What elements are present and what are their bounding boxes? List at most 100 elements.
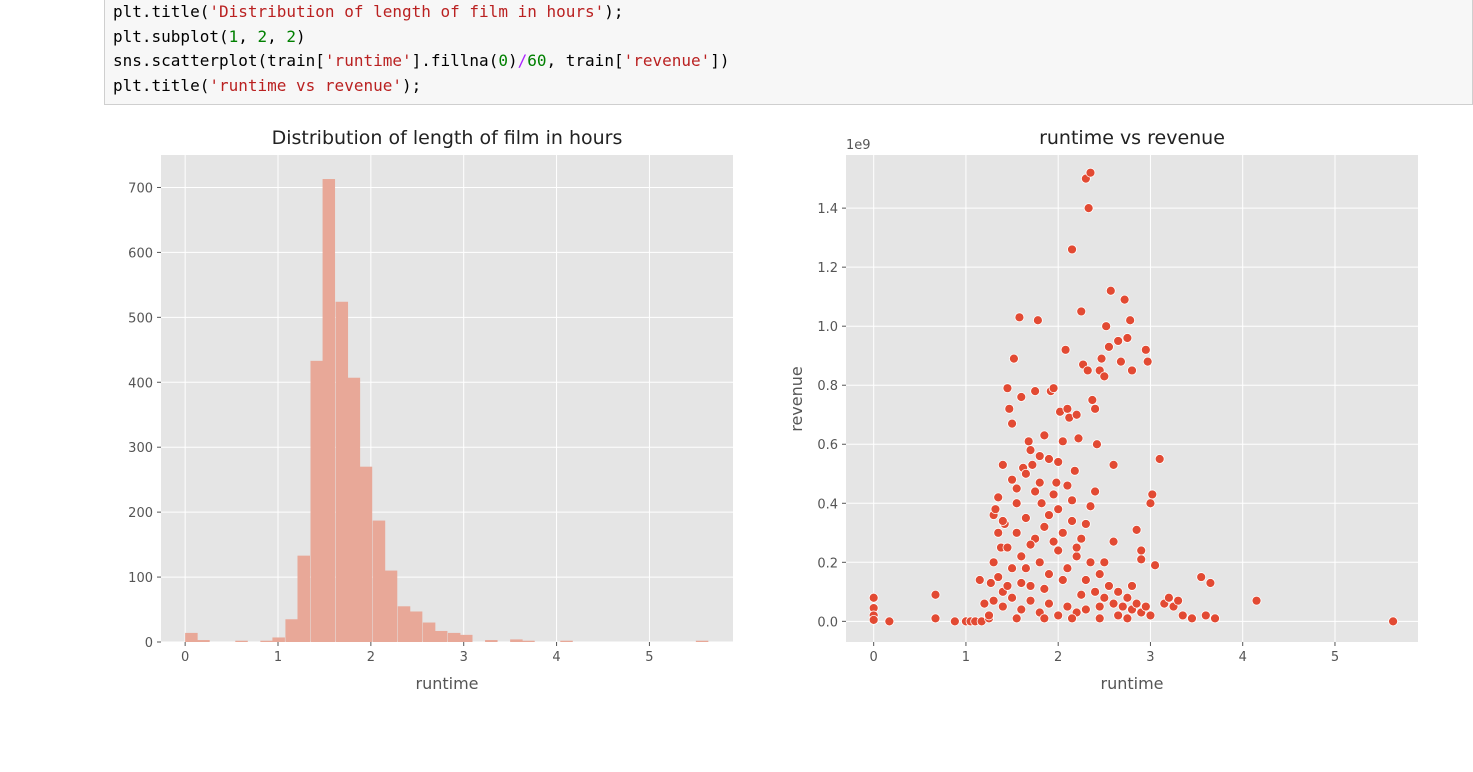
histogram-bar: [384, 570, 398, 642]
scatter-offset-label: 1e9: [846, 138, 871, 153]
y-tick-label: 0.0: [817, 615, 838, 630]
scatter-point: [1067, 516, 1077, 526]
scatter-point: [1177, 610, 1188, 621]
scatter-point: [1388, 616, 1398, 627]
histogram-bar: [335, 301, 349, 642]
scatter-point: [997, 516, 1008, 526]
code-token: );: [604, 2, 624, 21]
scatter-point: [1099, 371, 1110, 382]
scatter-point: [1034, 477, 1045, 488]
scatter-point: [1016, 392, 1027, 402]
scatter-point: [1011, 483, 1022, 494]
scatter-point: [1011, 613, 1022, 624]
scatter-point: [1044, 569, 1054, 580]
y-tick-label: 400: [128, 376, 153, 391]
scatter-point: [1173, 595, 1184, 606]
scatter-point: [1127, 581, 1137, 591]
scatter-point: [1251, 595, 1262, 606]
code-token: 'runtime vs revenue': [209, 75, 402, 95]
code-token: ,: [267, 26, 287, 46]
scatter-point: [1044, 510, 1054, 520]
scatter-point: [1085, 501, 1096, 512]
histogram-bar: [359, 466, 373, 642]
histogram-x-ticks: 0 1 2 3 4 5: [181, 642, 654, 665]
histogram-bar: [297, 555, 310, 642]
scatter-point: [1021, 513, 1031, 523]
scatter-point: [1099, 592, 1110, 603]
scatter-point: [1044, 454, 1054, 464]
code-token: plt.title(: [113, 2, 210, 21]
scatter-point: [997, 601, 1008, 612]
scatter-point: [1048, 383, 1059, 394]
scatter-point: [1051, 477, 1062, 488]
code-token: 'runtime': [324, 51, 412, 70]
code-token: 'Distribution of length of film in hours…: [209, 2, 605, 21]
scatter-point: [1122, 613, 1133, 624]
scatter-point: [1007, 418, 1017, 429]
scatter-point: [1108, 460, 1119, 470]
scatter-point: [1002, 581, 1013, 591]
scatter-point: [1187, 613, 1197, 624]
histogram-y-ticks: 0 100 200 300 400 500 600 700: [128, 181, 161, 651]
scatter-point: [1099, 557, 1110, 568]
scatter-point: [1150, 560, 1160, 571]
code-token: /: [517, 51, 528, 70]
histogram-bar: [447, 632, 461, 642]
scatter-point: [1002, 383, 1013, 394]
scatter-point: [1027, 460, 1038, 470]
scatter-point: [1032, 315, 1043, 326]
code-block[interactable]: plt.title('Distribution of length of fil…: [113, 0, 730, 98]
scatter-point: [1004, 403, 1015, 414]
scatter-point: [1021, 563, 1031, 574]
scatter-point: [1076, 306, 1087, 317]
scatter-point: [1145, 610, 1156, 621]
scatter-point: [1140, 601, 1151, 612]
scatter-point: [984, 610, 994, 621]
y-tick-label: 1.2: [817, 261, 838, 276]
histogram-bar: [272, 637, 285, 642]
histogram-bar: [460, 634, 473, 642]
x-tick-label: 1: [274, 650, 282, 665]
y-tick-label: 0.8: [817, 379, 838, 394]
scatter-point: [1039, 583, 1050, 594]
y-tick-label: 100: [128, 571, 153, 586]
scatter-point: [1104, 341, 1114, 352]
histogram-plot-area: [161, 155, 733, 642]
scatter-point: [1053, 545, 1064, 556]
scatter-point: [1117, 601, 1128, 612]
y-tick-label: 0.6: [817, 438, 838, 453]
scatter-point: [1044, 598, 1054, 609]
scatter-point: [1060, 344, 1071, 355]
y-tick-label: 1.4: [817, 202, 838, 217]
histogram-bar: [560, 640, 573, 642]
code-token: ].fillna(: [411, 51, 499, 70]
scatter-point: [1082, 365, 1093, 376]
scatter-point: [1113, 336, 1124, 346]
scatter-point: [1080, 604, 1091, 615]
scatter-point: [1009, 353, 1019, 364]
scatter-point: [1016, 604, 1027, 615]
scatter-point: [1034, 451, 1045, 461]
scatter-point: [1090, 586, 1100, 597]
code-cell[interactable]: plt.title('Distribution of length of fil…: [104, 0, 1473, 105]
scatter-point: [1080, 519, 1091, 529]
scatter-point: [1154, 454, 1165, 464]
scatter-point: [949, 616, 960, 627]
scatter-point: [1014, 312, 1025, 323]
scatter-points: [868, 167, 1398, 627]
scatter-point: [1057, 575, 1068, 585]
scatter-plot-area: [846, 155, 1418, 642]
scatter-grid: [846, 155, 1418, 642]
scatter-point: [1021, 468, 1031, 479]
scatter-point: [1039, 430, 1050, 441]
figure-svg: 0 1 2 3 4 5 0 100 200 300 400 500 600 700 Distributi…: [128, 127, 1418, 693]
scatter-point: [1094, 601, 1105, 612]
x-tick-label: 5: [1331, 650, 1339, 665]
scatter-point: [1125, 315, 1136, 326]
scatter-point: [993, 492, 1004, 503]
code-token: );: [401, 75, 422, 95]
scatter-point: [1067, 495, 1077, 506]
scatter-point: [1116, 356, 1126, 367]
scatter-point: [993, 527, 1004, 538]
x-tick-label: 5: [645, 650, 653, 665]
